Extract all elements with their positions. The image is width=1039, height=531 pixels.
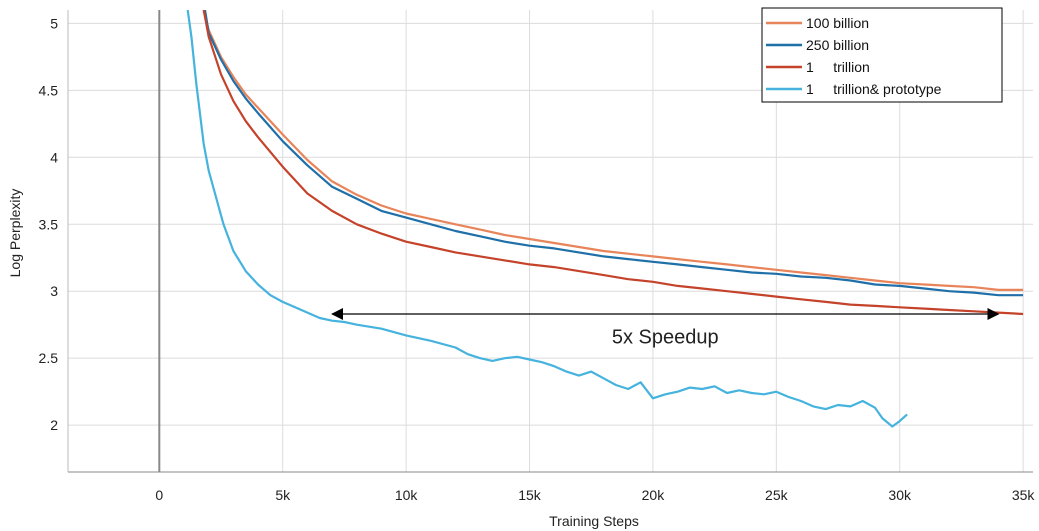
legend-label: 1 trillion& prototype [806, 81, 942, 97]
series-line-4 [186, 10, 908, 428]
x-tick-label: 0 [155, 487, 163, 503]
y-tick-label: 4.5 [39, 82, 59, 98]
speedup-annotation: 5x Speedup [612, 327, 719, 349]
y-tick-label: 2.5 [39, 350, 59, 366]
y-tick-label: 2 [50, 417, 58, 433]
series-layer [186, 10, 1024, 428]
y-tick-label: 5 [50, 15, 58, 31]
plot-frame [67, 10, 1033, 473]
y-tick-label: 3.5 [39, 216, 59, 232]
x-tick-label: 20k [642, 487, 666, 503]
y-tick-label: 4 [50, 149, 58, 165]
x-axis-label: Training Steps [549, 513, 639, 529]
x-tick-label: 5k [275, 487, 291, 503]
y-tick-label: 3 [50, 283, 58, 299]
x-tick-label: 15k [518, 487, 542, 503]
x-tick-label: 10k [395, 487, 419, 503]
annotation-layer: 5x Speedup [331, 307, 1000, 349]
axis-ticks: 0 5k 10k 15k 20k 25k 30k 35k 2 2.5 3 3.5 4 4.5 5 [39, 15, 1036, 503]
series-line-3 [202, 10, 1024, 316]
legend: 100 billion 250 billion 1 trillion 1 trilli… [761, 7, 1003, 103]
x-tick-label: 25k [765, 487, 789, 503]
legend-label: 100 billion [806, 15, 869, 31]
legend-box [761, 7, 1003, 103]
x-tick-label: 30k [888, 487, 912, 503]
series-line-2 [203, 10, 1024, 297]
legend-label: 250 billion [806, 37, 869, 53]
y-axis-label: Log Perplexity [7, 189, 23, 278]
x-tick-label: 35k [1012, 487, 1036, 503]
legend-label: 1 trillion [806, 59, 870, 75]
series-line-1 [202, 10, 1024, 291]
